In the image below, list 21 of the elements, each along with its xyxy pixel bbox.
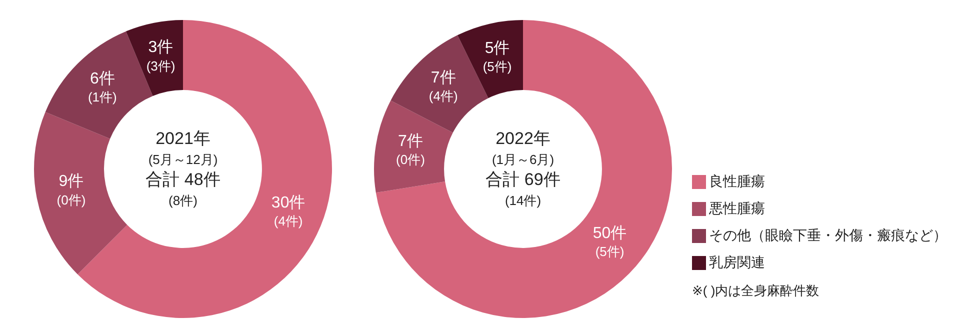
- legend-label: その他（眼瞼下垂・外傷・瘢痕など）: [709, 226, 947, 244]
- text: (5月～12月): [148, 151, 218, 169]
- data-label: 6件 (1件): [88, 70, 117, 104]
- text: (1月～6月): [492, 151, 554, 169]
- text: 合計 48件: [146, 169, 220, 191]
- text: (8件): [168, 192, 198, 210]
- data-label: 50件 (5件): [592, 224, 627, 260]
- legend-label: 良性腫瘍: [709, 172, 765, 190]
- data-label: 7件 (4件): [428, 69, 458, 104]
- data-label: 3件 (3件): [146, 39, 176, 74]
- text: 2021年: [156, 128, 210, 150]
- legend-label: 乳房関連: [709, 254, 765, 272]
- legend-label: 悪性腫瘍: [709, 200, 765, 218]
- text: (14件): [504, 192, 542, 210]
- data-label: 5件 (5件): [482, 40, 512, 74]
- data-label: 7件 (0件): [396, 132, 425, 167]
- data-label: 30件 (4件): [271, 194, 306, 229]
- text: 2022年: [496, 128, 550, 150]
- text: 合計 69件: [486, 169, 560, 191]
- text: ※( )内は全身麻酔件数: [692, 282, 820, 300]
- data-label: 9件 (0件): [56, 173, 86, 208]
